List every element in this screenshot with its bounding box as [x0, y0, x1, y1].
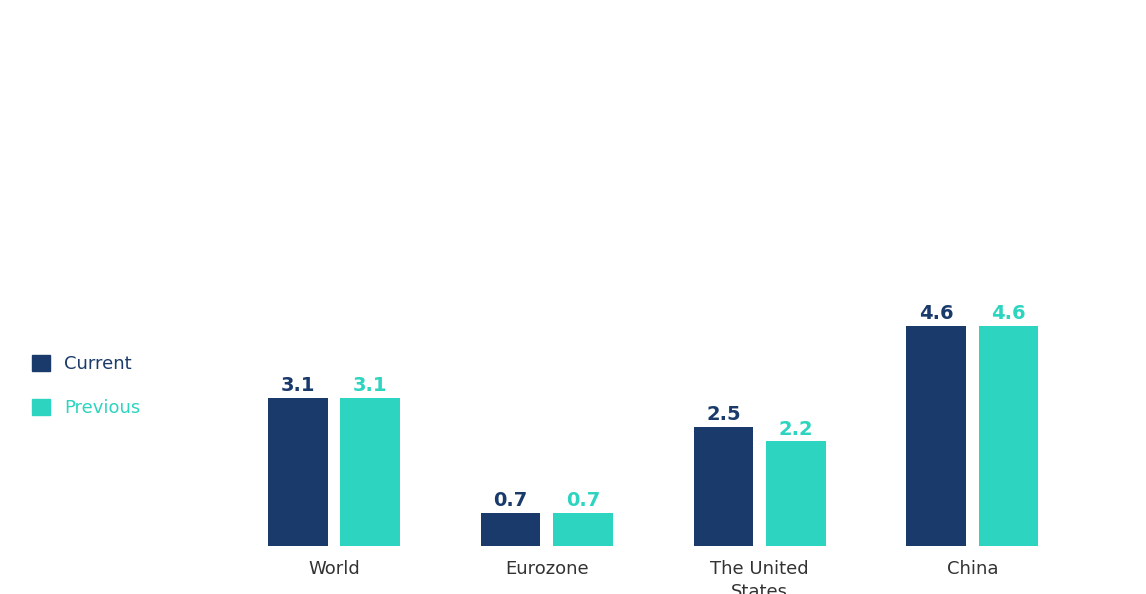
- Text: 3.1: 3.1: [353, 377, 387, 396]
- Bar: [693, 426, 753, 546]
- Bar: [340, 398, 400, 546]
- Bar: [481, 513, 541, 546]
- Text: 0.7: 0.7: [566, 491, 601, 510]
- Bar: [906, 326, 966, 546]
- Text: 3.1: 3.1: [281, 377, 315, 396]
- Text: 4.6: 4.6: [919, 304, 953, 323]
- Bar: [554, 513, 613, 546]
- Legend: Current, Previous: Current, Previous: [32, 355, 141, 417]
- Bar: [268, 398, 328, 546]
- Text: 2.2: 2.2: [778, 419, 814, 438]
- Bar: [979, 326, 1038, 546]
- Text: 2.5: 2.5: [706, 405, 740, 424]
- Text: 4.6: 4.6: [991, 304, 1026, 323]
- Bar: [766, 441, 825, 546]
- Text: 0.7: 0.7: [494, 491, 528, 510]
